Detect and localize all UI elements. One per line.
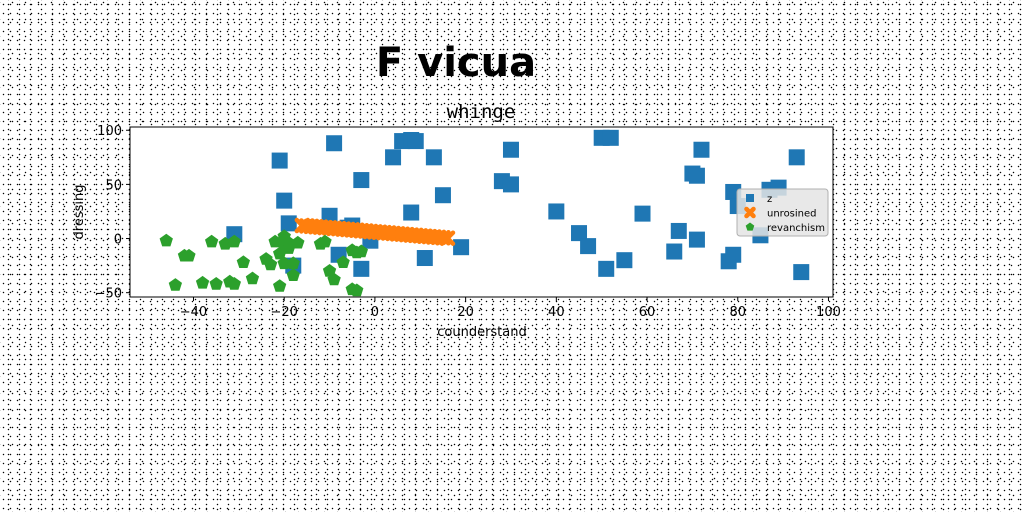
revanchism-point [273, 246, 287, 260]
x-tick-label: 80 [729, 305, 746, 320]
x-tick-label: 0 [371, 305, 379, 320]
revanchism-point [159, 233, 173, 247]
z-point [793, 264, 810, 281]
z-point [502, 141, 519, 158]
revanchism-point [182, 248, 196, 262]
z-point [271, 152, 288, 169]
z-point [276, 192, 293, 209]
revanchism-point [322, 264, 337, 277]
z-point [616, 252, 633, 269]
revanchism-point [273, 279, 287, 292]
series-unrosined [294, 217, 456, 246]
z-point [353, 260, 370, 277]
x-tick-label: 100 [816, 305, 841, 320]
unrosined-point [439, 230, 456, 246]
revanchism-point [227, 277, 241, 290]
revanchism-point [336, 255, 350, 268]
x-tick-label: −40 [180, 305, 207, 320]
y-axis-label: dressing [72, 185, 87, 240]
z-point [670, 222, 687, 239]
z-point [453, 239, 470, 256]
chart-title: whinge [447, 101, 516, 123]
z-point [385, 149, 402, 166]
revanchism-point [277, 256, 291, 270]
series-revanchism [159, 229, 368, 297]
legend-marker-z [746, 194, 754, 202]
revanchism-point [236, 255, 250, 268]
revanchism-point [291, 235, 305, 249]
z-point [416, 250, 433, 267]
legend: z unrosined revanchism [736, 188, 829, 237]
revanchism-point [245, 271, 260, 285]
x-tick-label: 40 [548, 305, 565, 320]
z-point [434, 187, 451, 204]
z-point [580, 238, 597, 255]
legend-box [736, 188, 829, 237]
z-point [688, 167, 705, 184]
plot-background [130, 127, 833, 297]
x-tick-label: −20 [270, 305, 297, 320]
z-point [326, 135, 343, 152]
revanchism-point [327, 272, 341, 286]
z-point [602, 129, 619, 146]
z-point [280, 215, 297, 232]
z-point [403, 204, 420, 221]
z-point [693, 141, 710, 158]
z-point [788, 149, 805, 166]
chart-suptitle: F vicua [376, 40, 536, 86]
revanchism-point [259, 252, 273, 265]
z-point [725, 246, 742, 263]
legend-label-revanchism: revanchism [767, 223, 825, 234]
y-tick-label: −50 [95, 287, 122, 302]
revanchism-point [205, 234, 219, 248]
revanchism-point [286, 268, 300, 281]
y-tick-label: 50 [105, 178, 122, 193]
y-tick-label: 100 [97, 124, 122, 139]
revanchism-point [350, 283, 364, 297]
revanchism-point [277, 229, 291, 242]
z-point [407, 133, 424, 150]
revanchism-point [318, 234, 332, 248]
z-point [502, 176, 519, 193]
x-axis-label: counderstand [437, 325, 527, 340]
z-point [598, 260, 615, 277]
y-tick-label: 0 [114, 233, 122, 248]
plot-area: −40 −20 0 20 40 60 80 100 −50 0 50 100 [95, 124, 841, 320]
x-tick-label: 20 [457, 305, 474, 320]
z-point [353, 172, 370, 189]
z-point [425, 149, 442, 166]
legend-marker-revanchism [745, 222, 755, 231]
axes-frame [129, 126, 834, 298]
legend-label-z: z [767, 194, 772, 205]
revanchism-point [354, 244, 368, 258]
z-point [634, 205, 651, 222]
legend-marker-unrosined [744, 206, 756, 219]
z-point [666, 243, 683, 260]
z-point [548, 203, 565, 220]
revanchism-point [168, 278, 182, 291]
legend-label-unrosined: unrosined [767, 209, 817, 220]
x-tick-label: 60 [639, 305, 656, 320]
z-point [688, 231, 705, 248]
z-point [571, 225, 588, 242]
revanchism-point [286, 256, 300, 270]
revanchism-point [195, 275, 210, 289]
revanchism-point [227, 234, 241, 248]
revanchism-point [209, 277, 223, 290]
